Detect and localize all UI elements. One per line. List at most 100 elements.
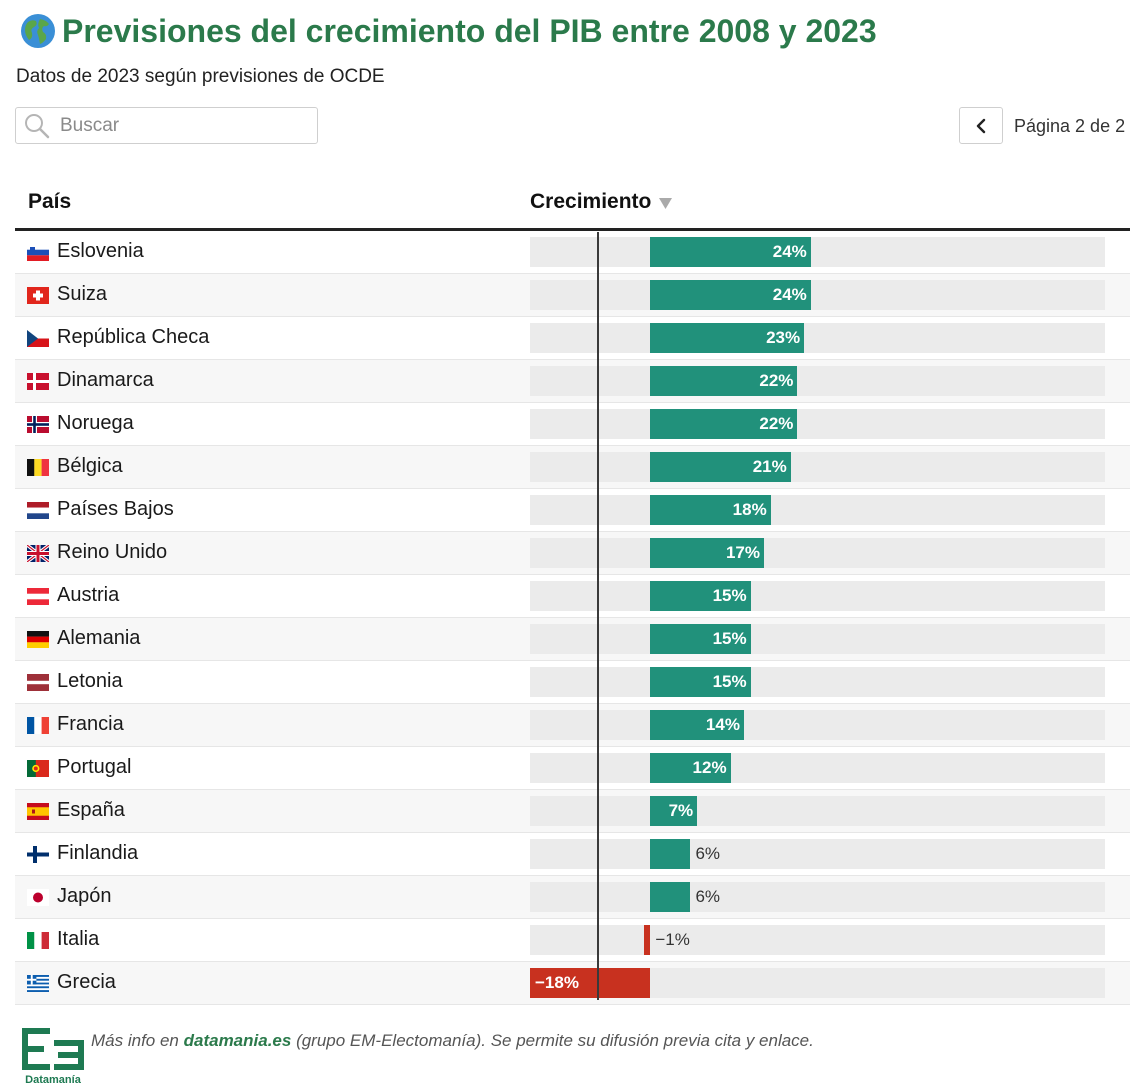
- bar-track: [530, 667, 1105, 697]
- page-subtitle: Datos de 2023 según previsiones de OCDE: [16, 66, 385, 87]
- country-name: Noruega: [57, 412, 134, 434]
- bar-track: [530, 495, 1105, 525]
- bar-value-label: 6%: [695, 887, 721, 906]
- flag-gb-icon: [27, 545, 49, 562]
- bar: [650, 581, 751, 611]
- footer-prefix: Más info en: [91, 1031, 184, 1050]
- column-header-growth[interactable]: Crecimiento: [530, 190, 673, 214]
- flag-jp-icon: [27, 889, 49, 906]
- bar-value-label: 15%: [712, 629, 747, 648]
- flag-no-icon: [27, 416, 49, 433]
- flag-at-icon: [27, 588, 49, 605]
- bar: [650, 839, 691, 869]
- table-row: Portugal 12%: [15, 747, 1130, 790]
- bar: [650, 538, 764, 568]
- zero-axis-line: [597, 232, 599, 1000]
- table-row: Eslovenia 24%: [15, 231, 1130, 274]
- bar: [650, 710, 744, 740]
- bar-value-label: 14%: [705, 715, 740, 734]
- bar: [650, 667, 751, 697]
- country-name: Países Bajos: [57, 498, 174, 520]
- footer-suffix: (grupo EM-Electomanía). Se permite su di…: [291, 1031, 814, 1050]
- country-name: Austria: [57, 584, 120, 606]
- table-row: Países Bajos 18%: [15, 489, 1130, 532]
- bar-value-label: 17%: [725, 543, 760, 562]
- bar-value-label: 12%: [692, 758, 727, 777]
- chevron-left-icon: [976, 118, 986, 133]
- footer-link[interactable]: datamania.es: [183, 1031, 292, 1050]
- country-name: Letonia: [57, 670, 123, 692]
- table-row: Austria 15%: [15, 575, 1130, 618]
- globe-icon: [21, 14, 55, 48]
- bar-track: [530, 581, 1105, 611]
- bar: [650, 753, 731, 783]
- bar-track: [530, 452, 1105, 482]
- bar-track: [530, 538, 1105, 568]
- flag-it-icon: [27, 932, 49, 949]
- svg-text:Datamanía: Datamanía: [25, 1074, 82, 1086]
- bar-value-label: 7%: [668, 801, 694, 820]
- flag-lv-icon: [27, 674, 49, 691]
- datamania-logo: Datamanía: [22, 1028, 84, 1086]
- table-row: Dinamarca 22%: [15, 360, 1130, 403]
- country-name: República Checa: [57, 326, 210, 348]
- table-row: Italia −1%: [15, 919, 1130, 962]
- country-name: Dinamarca: [57, 369, 154, 391]
- flag-pt-icon: [27, 760, 49, 777]
- flag-nl-icon: [27, 502, 49, 519]
- flag-fr-icon: [27, 717, 49, 734]
- flag-es-icon: [27, 803, 49, 820]
- bar-track: [530, 409, 1105, 439]
- bar-value-label: 22%: [759, 414, 794, 433]
- column-header-country[interactable]: País: [28, 190, 71, 214]
- country-name: Eslovenia: [57, 240, 144, 262]
- flag-fi-icon: [27, 846, 49, 863]
- country-name: Alemania: [57, 627, 141, 649]
- bar: [650, 237, 811, 267]
- bar-track: [530, 624, 1105, 654]
- bar-track: [530, 237, 1105, 267]
- country-name: Portugal: [57, 756, 132, 778]
- bar-track: [530, 882, 1105, 912]
- search-icon: [25, 113, 50, 138]
- country-name: Italia: [57, 928, 100, 950]
- bar-value-label: 23%: [766, 328, 801, 347]
- table-row: Grecia −18%: [15, 962, 1130, 1005]
- country-name: Bélgica: [57, 455, 123, 477]
- header-divider: [15, 228, 1130, 231]
- table-row: Japón 6%: [15, 876, 1130, 919]
- country-name: Japón: [57, 885, 112, 907]
- column-header-country-label: País: [28, 190, 72, 213]
- table-row: Noruega 22%: [15, 403, 1130, 446]
- page-indicator: Página 2 de 2: [1014, 116, 1126, 136]
- country-name: Finlandia: [57, 842, 139, 864]
- sort-descending-icon: [659, 198, 673, 209]
- flag-ch-icon: [27, 287, 49, 304]
- bar-track: [530, 925, 1105, 955]
- bar: [650, 409, 798, 439]
- bar: [650, 624, 751, 654]
- bar-value-label: 21%: [752, 457, 787, 476]
- flag-be-icon: [27, 459, 49, 476]
- table-row: Francia 14%: [15, 704, 1130, 747]
- bar: [530, 968, 651, 998]
- bar-value-label: 22%: [759, 371, 794, 390]
- previous-page-button[interactable]: [959, 107, 1003, 144]
- bar: [650, 495, 771, 525]
- data-table-body: Eslovenia 24% Suiza 24% República Checa 23% Di…: [15, 231, 1130, 1005]
- flag-cz-icon: [27, 330, 49, 347]
- country-name: Reino Unido: [57, 541, 168, 563]
- footer-credits: Más info en datamania.es (grupo EM-Elect…: [91, 1031, 814, 1051]
- page-title-text: Previsiones del crecimiento del PIB entr…: [62, 12, 877, 49]
- table-row: Bélgica 21%: [15, 446, 1130, 489]
- search-box[interactable]: [15, 107, 318, 144]
- search-input[interactable]: [58, 113, 302, 138]
- bar-value-label: 15%: [712, 586, 747, 605]
- bar: [643, 925, 651, 955]
- flag-dk-icon: [27, 373, 49, 390]
- bar-value-label: −18%: [535, 973, 579, 992]
- country-name: España: [57, 799, 125, 821]
- table-row: Reino Unido 17%: [15, 532, 1130, 575]
- table-row: República Checa 23%: [15, 317, 1130, 360]
- bar-value-label: −1%: [655, 930, 690, 949]
